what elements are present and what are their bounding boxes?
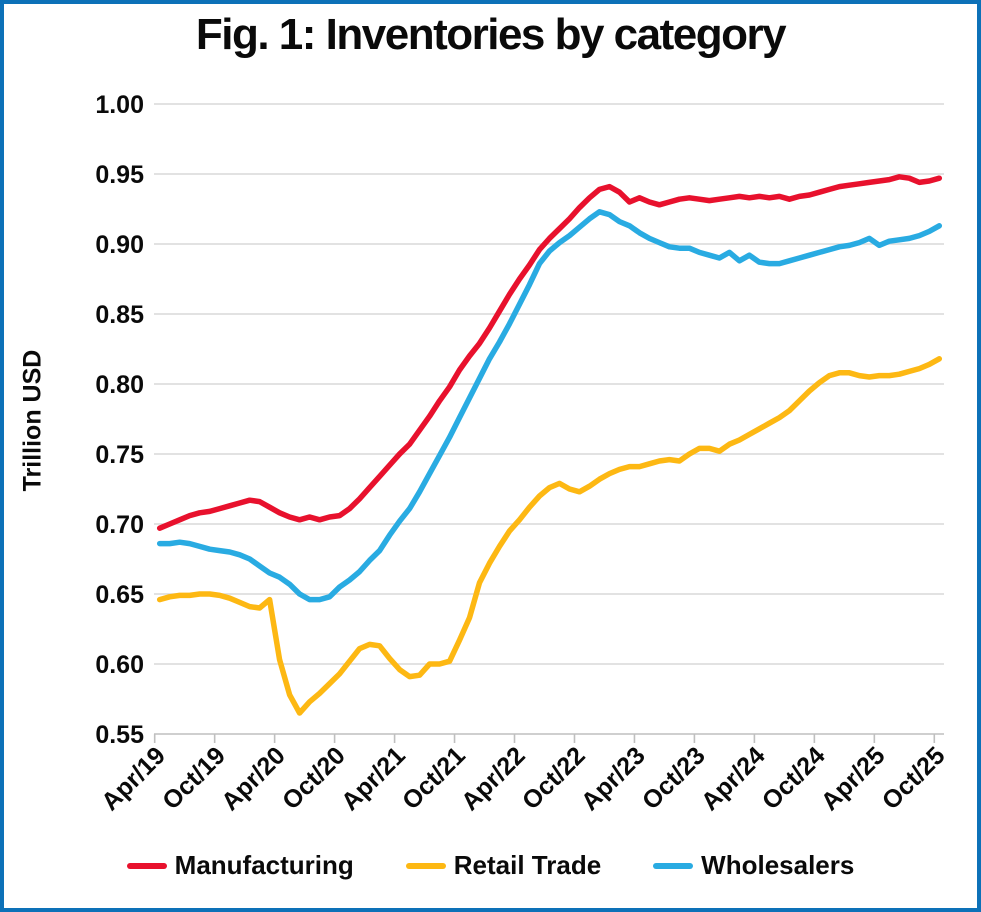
wholesalers-line-swatch — [653, 862, 694, 869]
chart-plot-area: 1.00 0.95 0.90 0.85 0.80 0.75 0.70 0.65 0.60 0.55… — [95, 91, 951, 816]
y-tick-label: 0.80 — [95, 371, 144, 399]
x-tick-label: Oct/25 — [877, 741, 951, 815]
x-tick-label: Oct/20 — [277, 741, 351, 815]
x-tick-label: Apr/22 — [456, 741, 531, 816]
x-tick-label: Apr/21 — [336, 741, 411, 816]
x-tick-label: Apr/20 — [216, 741, 291, 816]
y-tick-label: 0.90 — [95, 231, 144, 259]
legend-label: Retail Trade — [453, 850, 602, 880]
legend: Manufacturing Retail Trade Wholesalers — [4, 850, 977, 881]
x-tick-label: Oct/22 — [517, 741, 591, 815]
y-tick-label: 0.55 — [95, 721, 144, 749]
legend-item-manufacturing: Manufacturing — [126, 850, 354, 881]
manufacturing-line — [156, 174, 943, 531]
y-tick-label: 0.65 — [95, 581, 144, 609]
legend-item-wholesalers: Wholesalers — [653, 850, 854, 881]
x-tick-label: Oct/23 — [637, 741, 711, 815]
y-tick-label: 0.70 — [95, 511, 144, 539]
legend-item-retail-trade: Retail Trade — [405, 850, 602, 881]
chart-title: Fig. 1: Inventories by category — [195, 10, 787, 59]
y-tick-label: 0.60 — [95, 651, 144, 679]
x-tick-label: Oct/24 — [757, 741, 831, 815]
manufacturing-line-swatch — [126, 862, 167, 869]
x-tick-label: Oct/21 — [397, 741, 471, 815]
x-tick-label: Apr/24 — [696, 741, 771, 816]
y-tick-label: 0.95 — [95, 161, 144, 189]
retail-trade-line-swatch — [405, 862, 446, 869]
legend-label: Wholesalers — [701, 850, 855, 880]
x-tick-label: Oct/19 — [157, 741, 231, 815]
y-tick-label: 0.85 — [95, 301, 144, 329]
x-tick-label: Apr/23 — [576, 741, 651, 816]
retail-trade-line — [156, 356, 943, 716]
legend-label: Manufacturing — [174, 850, 354, 880]
y-tick-label: 1.00 — [95, 91, 144, 119]
x-tick-label: Apr/25 — [816, 741, 891, 816]
y-tick-label: 0.75 — [95, 441, 144, 469]
x-tick-label: Apr/19 — [96, 741, 171, 816]
wholesalers-line — [156, 209, 943, 603]
